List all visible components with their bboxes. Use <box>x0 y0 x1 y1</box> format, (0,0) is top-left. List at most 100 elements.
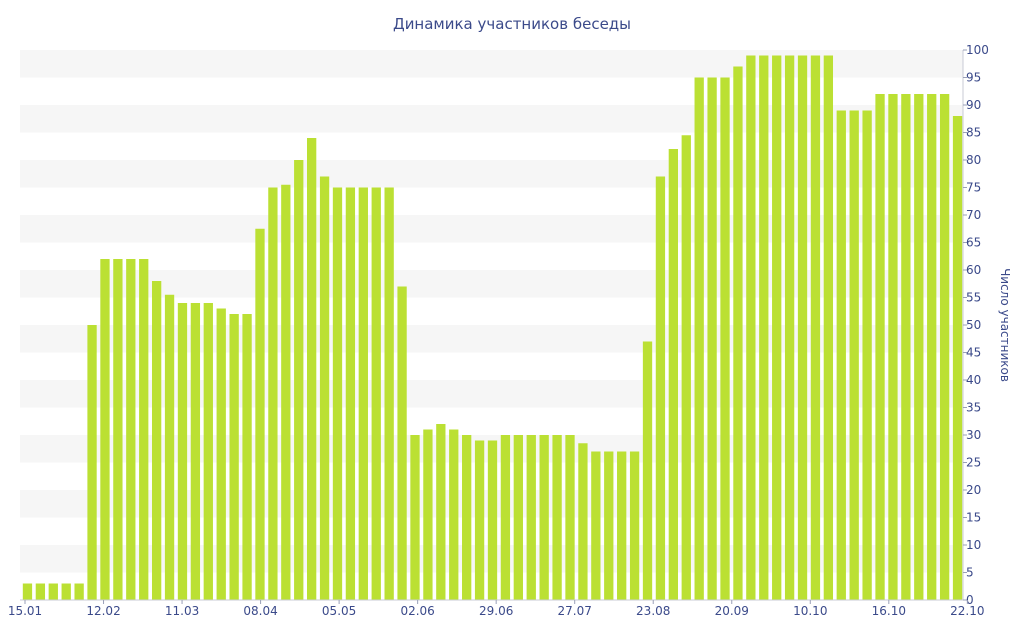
bar <box>500 435 511 600</box>
x-tick-label: 02.06 <box>400 604 434 618</box>
bar <box>242 314 252 600</box>
bar <box>591 451 601 600</box>
grid-band <box>20 50 963 78</box>
bar <box>345 187 356 600</box>
bar <box>694 77 704 600</box>
x-tick-label: 20.09 <box>715 604 749 618</box>
bar <box>759 55 769 600</box>
y-tick-label: 10 <box>966 538 981 552</box>
y-tick-label: 40 <box>966 373 981 387</box>
x-tick-label: 10.10 <box>793 604 827 618</box>
bar <box>552 435 562 600</box>
grid-band <box>20 105 963 133</box>
y-tick-label: 95 <box>966 71 981 85</box>
y-tick-label: 20 <box>966 483 981 497</box>
bar <box>281 184 291 600</box>
bar <box>784 55 795 600</box>
grid-band <box>20 270 963 298</box>
bar <box>397 286 407 600</box>
bar <box>190 303 201 600</box>
bar <box>797 55 808 600</box>
bar <box>177 303 188 600</box>
y-tick-label: 15 <box>966 511 981 525</box>
bar <box>410 435 420 600</box>
bar <box>139 259 149 600</box>
y-tick-label: 0 <box>966 593 974 607</box>
bar <box>48 583 58 600</box>
x-tick-label: 29.06 <box>479 604 513 618</box>
bar <box>655 176 666 600</box>
x-tick-label: 08.04 <box>243 604 277 618</box>
bar <box>74 583 84 600</box>
y-tick-label: 100 <box>966 43 989 57</box>
bar <box>100 259 110 600</box>
bar <box>151 281 162 600</box>
y-tick-label: 25 <box>966 456 981 470</box>
bar <box>642 341 653 600</box>
bar <box>294 160 304 600</box>
x-tick-label: 12.02 <box>86 604 120 618</box>
bar <box>565 435 575 600</box>
bar <box>914 94 924 600</box>
y-tick-label: 75 <box>966 181 981 195</box>
grid-band <box>20 215 963 243</box>
y-tick-label: 30 <box>966 428 981 442</box>
y-tick-label: 70 <box>966 208 981 222</box>
bar <box>668 149 678 600</box>
bar <box>733 66 743 600</box>
bar <box>61 583 71 600</box>
y-tick-label: 50 <box>966 318 981 332</box>
x-tick-label: 11.03 <box>165 604 199 618</box>
bar <box>87 325 97 600</box>
bar <box>875 94 885 600</box>
bar <box>35 583 46 600</box>
grid-band <box>20 325 963 353</box>
bar <box>474 440 485 600</box>
bar <box>862 110 872 600</box>
bar <box>332 187 343 600</box>
bar <box>888 94 898 600</box>
y-tick-label: 90 <box>966 98 981 112</box>
bar <box>203 303 213 600</box>
bar <box>772 55 782 600</box>
bar <box>216 308 226 600</box>
y-axis-ticks: 0 5 10 15 20 25 30 35 40 45 50 55 60 65 70 75 80 85 90 95 10… <box>963 43 989 607</box>
bar <box>229 314 239 600</box>
x-tick-label: 27.07 <box>558 604 592 618</box>
chart-title: Динамика участников беседы <box>393 15 631 33</box>
bar <box>255 228 265 600</box>
x-tick-label: 22.10 <box>950 604 984 618</box>
bar <box>952 116 963 600</box>
bar <box>319 176 330 600</box>
bar <box>539 435 549 600</box>
grid-band <box>20 160 963 188</box>
bar <box>22 583 33 600</box>
y-axis-title: Число участников <box>998 268 1012 382</box>
bar <box>513 435 523 600</box>
bar <box>901 94 911 600</box>
grid-band <box>20 380 963 408</box>
bar <box>164 294 175 600</box>
y-tick-label: 85 <box>966 126 981 140</box>
bar <box>268 187 278 600</box>
x-axis-ticks: 15.01 12.02 11.03 08.04 05.05 02.06 29.06 27.07… <box>8 600 985 618</box>
bar <box>423 429 433 600</box>
bar <box>578 443 588 600</box>
bar <box>823 55 834 600</box>
y-tick-label: 5 <box>966 566 974 580</box>
y-tick-label: 55 <box>966 291 981 305</box>
y-tick-label: 80 <box>966 153 981 167</box>
bar <box>436 424 446 600</box>
bar <box>371 187 381 600</box>
bar <box>358 187 368 600</box>
bars-group <box>22 55 963 600</box>
y-tick-label: 65 <box>966 236 981 250</box>
x-tick-label: 15.01 <box>8 604 42 618</box>
y-tick-label: 35 <box>966 401 981 415</box>
bar <box>307 138 317 600</box>
bar <box>849 110 859 600</box>
bar <box>720 77 730 600</box>
bar <box>449 429 459 600</box>
